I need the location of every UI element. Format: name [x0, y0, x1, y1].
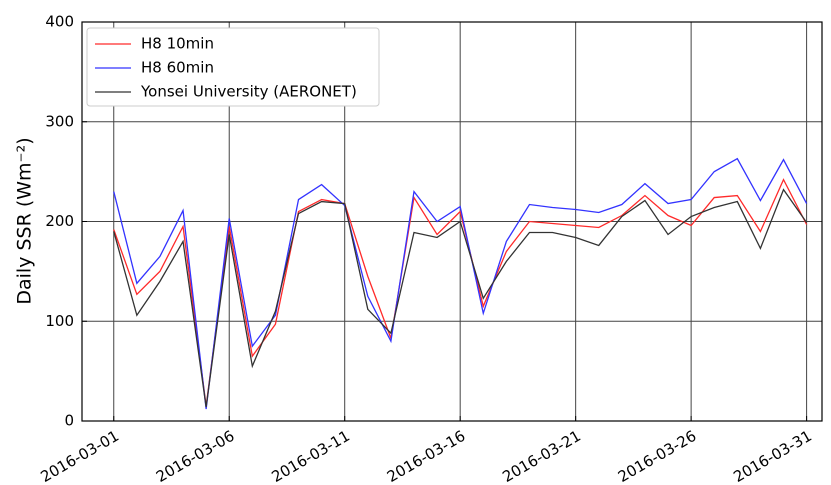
y-axis-label: Daily SSR (Wm⁻²): [14, 137, 36, 304]
series-line: [113, 178, 808, 407]
legend-label: Yonsei University (AERONET): [140, 83, 357, 101]
legend: H8 10min H8 60min Yonsei University (AERON…: [86, 27, 380, 107]
y-tick-label: 0: [64, 412, 74, 430]
x-tick-label: 2016-03-21: [499, 427, 584, 485]
series-line: [113, 188, 808, 408]
legend-box: [86, 27, 380, 107]
x-tick-label: 2016-03-16: [384, 427, 469, 485]
x-tick-label: 2016-03-31: [730, 427, 815, 485]
y-tick-label: 200: [45, 212, 74, 230]
x-tick-label: 2016-03-01: [37, 427, 122, 485]
y-tick-label: 400: [45, 13, 74, 31]
x-tick-label: 2016-03-06: [153, 427, 238, 485]
plot-frame: [81, 21, 823, 422]
y-tick-label: 100: [45, 312, 74, 330]
x-tick-label: 2016-03-11: [268, 427, 353, 485]
y-tick-label: 300: [45, 112, 74, 130]
series-line: [113, 157, 808, 410]
legend-label: H8 10min: [141, 35, 214, 53]
x-tick-label: 2016-03-26: [615, 427, 700, 485]
legend-label: H8 60min: [141, 59, 214, 77]
